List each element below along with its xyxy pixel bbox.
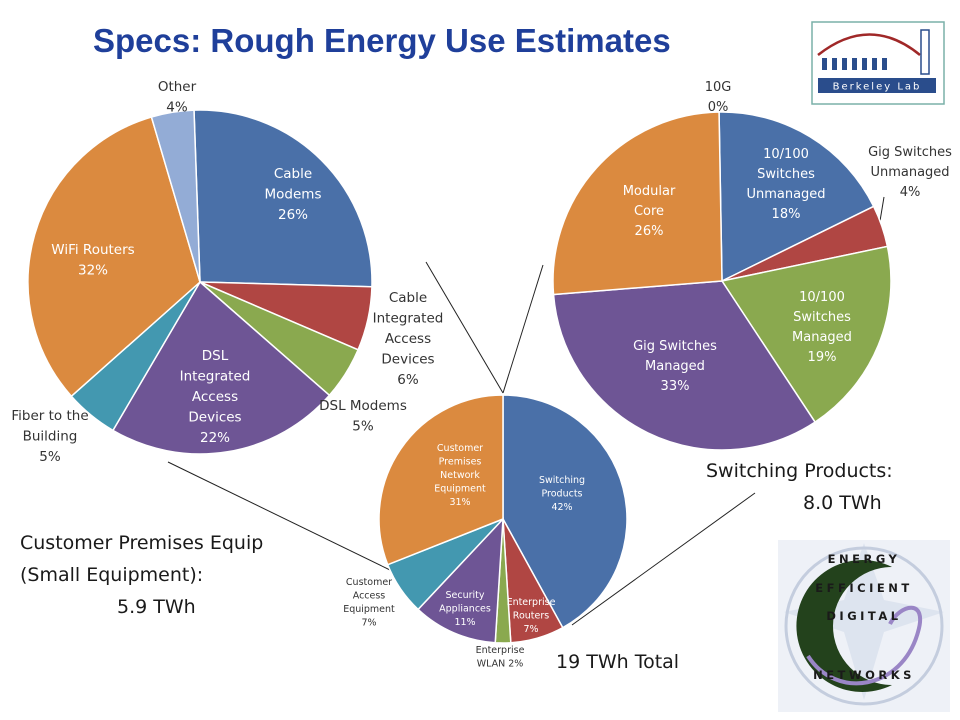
eedn-word: DIGITAL xyxy=(826,609,901,623)
logo-arc xyxy=(817,33,921,56)
pie-slice-customer-premises-network-equipment xyxy=(378,394,504,566)
logo-text: Berkeley Lab xyxy=(833,82,922,93)
pie-slice-other xyxy=(150,109,201,283)
slice-label: Gig Switches Managed 33% xyxy=(633,339,717,394)
connector-line xyxy=(571,492,756,626)
slice-label: Fiber to the Building 5% xyxy=(11,408,88,465)
switching-annotation-line1: Switching Products: xyxy=(706,460,893,482)
slice-label: Cable Integrated Access Devices 6% xyxy=(373,290,444,388)
pie-slice-dsl-integrated-access-devices xyxy=(111,280,331,455)
logo-columns xyxy=(822,58,887,70)
pie-slice-modular-core xyxy=(552,111,723,296)
eedn-word: EFFICIENT xyxy=(815,581,912,595)
connector-line xyxy=(502,264,544,394)
cpe-annotation-line2: (Small Equipment): xyxy=(20,564,204,586)
slice-label: Enterprise Routers 7% xyxy=(507,597,556,635)
pie-slice-10-100-switches-managed xyxy=(720,245,892,424)
slice-label: Security Appliances 11% xyxy=(439,590,491,628)
slice-label: 10/100 Switches Managed 19% xyxy=(792,290,852,365)
pie-slice-gig-switches-managed xyxy=(552,280,817,451)
logo-band xyxy=(818,78,936,93)
slice-label: WiFi Routers 32% xyxy=(51,242,134,279)
slice-label: Modular Core 26% xyxy=(623,184,676,239)
slice-label: Cable Modems 26% xyxy=(265,166,322,223)
switching-annotation-value: 8.0 TWh xyxy=(803,492,882,514)
eedn-ring xyxy=(784,546,944,706)
network-cable xyxy=(806,605,922,686)
slice-label: Gig Switches Unmanaged 4% xyxy=(868,145,952,200)
eedn-word: NETWORKS xyxy=(813,668,915,682)
pie-slice-switching-products xyxy=(502,394,628,629)
connector-line xyxy=(167,461,391,571)
eedn-logo: ENERGY EFFICIENT DIGITAL NETWORKS xyxy=(778,540,950,712)
slice-label: Customer Access Equipment 7% xyxy=(343,577,395,629)
pie-slice-10-100-switches-unmanaged xyxy=(718,111,875,283)
pie-slice-wifi-routers xyxy=(27,116,201,398)
slice-label: Switching Products 42% xyxy=(539,475,585,513)
logo-tower xyxy=(920,29,930,75)
cpe-annotation-line1: Customer Premises Equip xyxy=(20,532,264,554)
pie-slice-security-appliances xyxy=(417,516,504,644)
total-annotation: 19 TWh Total xyxy=(556,651,680,673)
slice-label: Customer Premises Network Equipment 31% xyxy=(434,443,486,508)
connector-line xyxy=(425,261,504,394)
eedn-star xyxy=(784,543,944,700)
connector-lines xyxy=(167,196,885,626)
slice-label: DSL Integrated Access Devices 22% xyxy=(180,348,251,446)
slice-label: 10G 0% xyxy=(705,80,732,115)
pie-slice-cable-modems xyxy=(193,109,373,288)
slide-title: Specs: Rough Energy Use Estimates xyxy=(93,22,671,59)
eedn-word: ENERGY xyxy=(828,552,901,566)
slice-label: 10/100 Switches Unmanaged 18% xyxy=(746,147,825,222)
slice-label: Enterprise WLAN 2% xyxy=(476,645,525,670)
cpe-annotation-value: 5.9 TWh xyxy=(117,596,196,618)
berkeley-lab-logo: Berkeley Lab xyxy=(811,21,945,105)
eedn-crescent xyxy=(796,560,892,692)
slice-label: DSL Modems 5% xyxy=(319,398,407,435)
slice-label: Other 4% xyxy=(158,79,197,116)
